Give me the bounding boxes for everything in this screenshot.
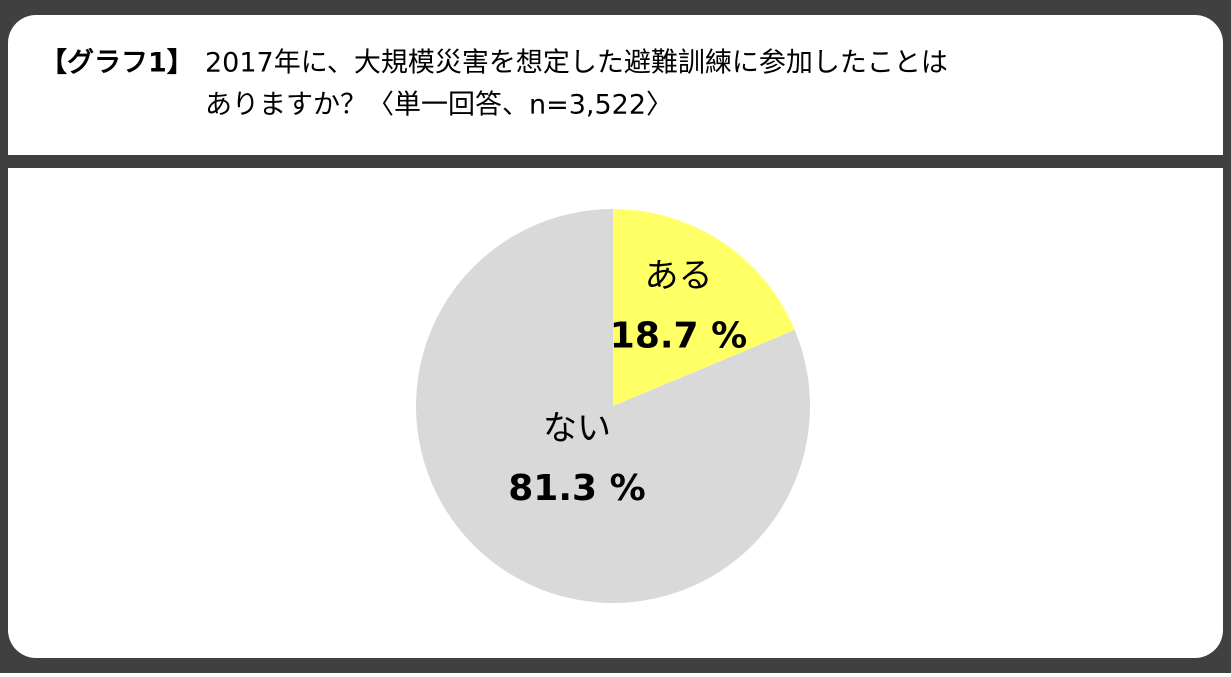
value-label: 18.7 % [610,316,747,357]
value-label: 81.3 % [508,468,645,509]
chart-label: 【グラフ1】 [40,47,194,79]
pie-slice [416,209,810,603]
chart-panel-top [8,168,1223,208]
slice-label: ある [645,256,713,296]
chart-title: 2017年に、大規模災害を想定した避難訓練に参加したことは [205,48,948,79]
slice-label: ない [543,409,611,449]
header-panel-base [8,120,1223,155]
pie-slice [613,209,795,406]
chart-title: ありますか？〈単一回答、n=3,522〉 [205,90,673,121]
